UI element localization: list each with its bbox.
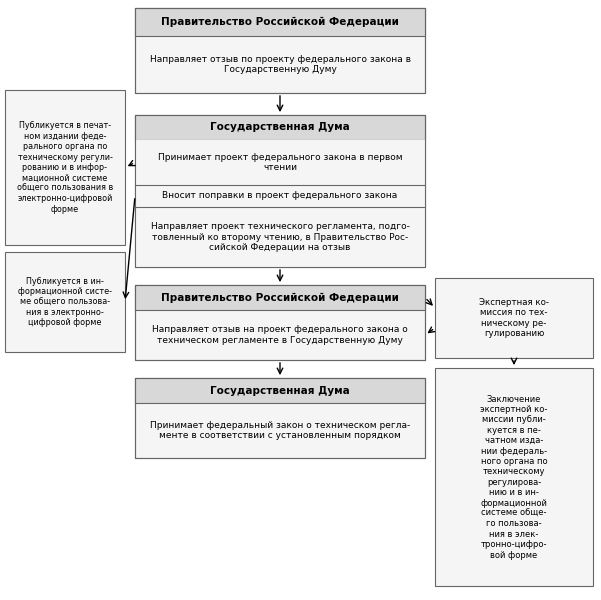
Bar: [135, 285, 425, 360]
Text: Публикуется в ин-
формационной систе-
ме общего пользова-
ния в электронно-
цифр: Публикуется в ин- формационной систе- ме…: [18, 277, 112, 328]
Bar: [135, 285, 425, 310]
Text: Направляет проект технического регламента, подго-
товленный ко второму чтению, в: Направляет проект технического регламент…: [151, 222, 409, 252]
Text: Вносит поправки в проект федерального закона: Вносит поправки в проект федерального за…: [162, 191, 398, 200]
Bar: [135, 185, 425, 207]
Text: Принимает федеральный закон о техническом регла-
менте в соответствии с установл: Принимает федеральный закон о техническо…: [150, 421, 410, 440]
Bar: [135, 378, 425, 458]
Bar: [5, 90, 125, 245]
Bar: [135, 378, 425, 403]
Text: Направляет отзыв по проекту федерального закона в
Государственную Думу: Направляет отзыв по проекту федерального…: [150, 55, 410, 74]
Bar: [135, 8, 425, 36]
Text: Правительство Российской Федерации: Правительство Российской Федерации: [161, 292, 399, 302]
Bar: [5, 252, 125, 352]
Bar: [135, 140, 425, 185]
Text: Правительство Российской Федерации: Правительство Российской Федерации: [161, 17, 399, 27]
Text: Заключение
экспертной ко-
миссии публи-
куется в пе-
чатном изда-
нии федераль-
: Заключение экспертной ко- миссии публи- …: [480, 395, 548, 559]
Bar: [135, 8, 425, 93]
Bar: [135, 378, 425, 458]
Text: Направляет отзыв на проект федерального закона о
техническом регламенте в Госуда: Направляет отзыв на проект федерального …: [152, 325, 408, 344]
Text: Государственная Дума: Государственная Дума: [210, 385, 350, 395]
Bar: [135, 8, 425, 93]
Text: Экспертная ко-
миссия по тех-
ническому ре-
гулированию: Экспертная ко- миссия по тех- ническому …: [479, 298, 549, 338]
Bar: [435, 368, 593, 586]
Bar: [135, 115, 425, 140]
Bar: [135, 115, 425, 267]
Bar: [435, 278, 593, 358]
Bar: [135, 285, 425, 360]
Text: Публикуется в печат-
ном издании феде-
рального органа по
техническому регули-
р: Публикуется в печат- ном издании феде- р…: [17, 121, 113, 214]
Bar: [135, 207, 425, 267]
Bar: [135, 115, 425, 267]
Text: Государственная Дума: Государственная Дума: [210, 122, 350, 133]
Text: Принимает проект федерального закона в первом
чтении: Принимает проект федерального закона в п…: [157, 153, 402, 172]
